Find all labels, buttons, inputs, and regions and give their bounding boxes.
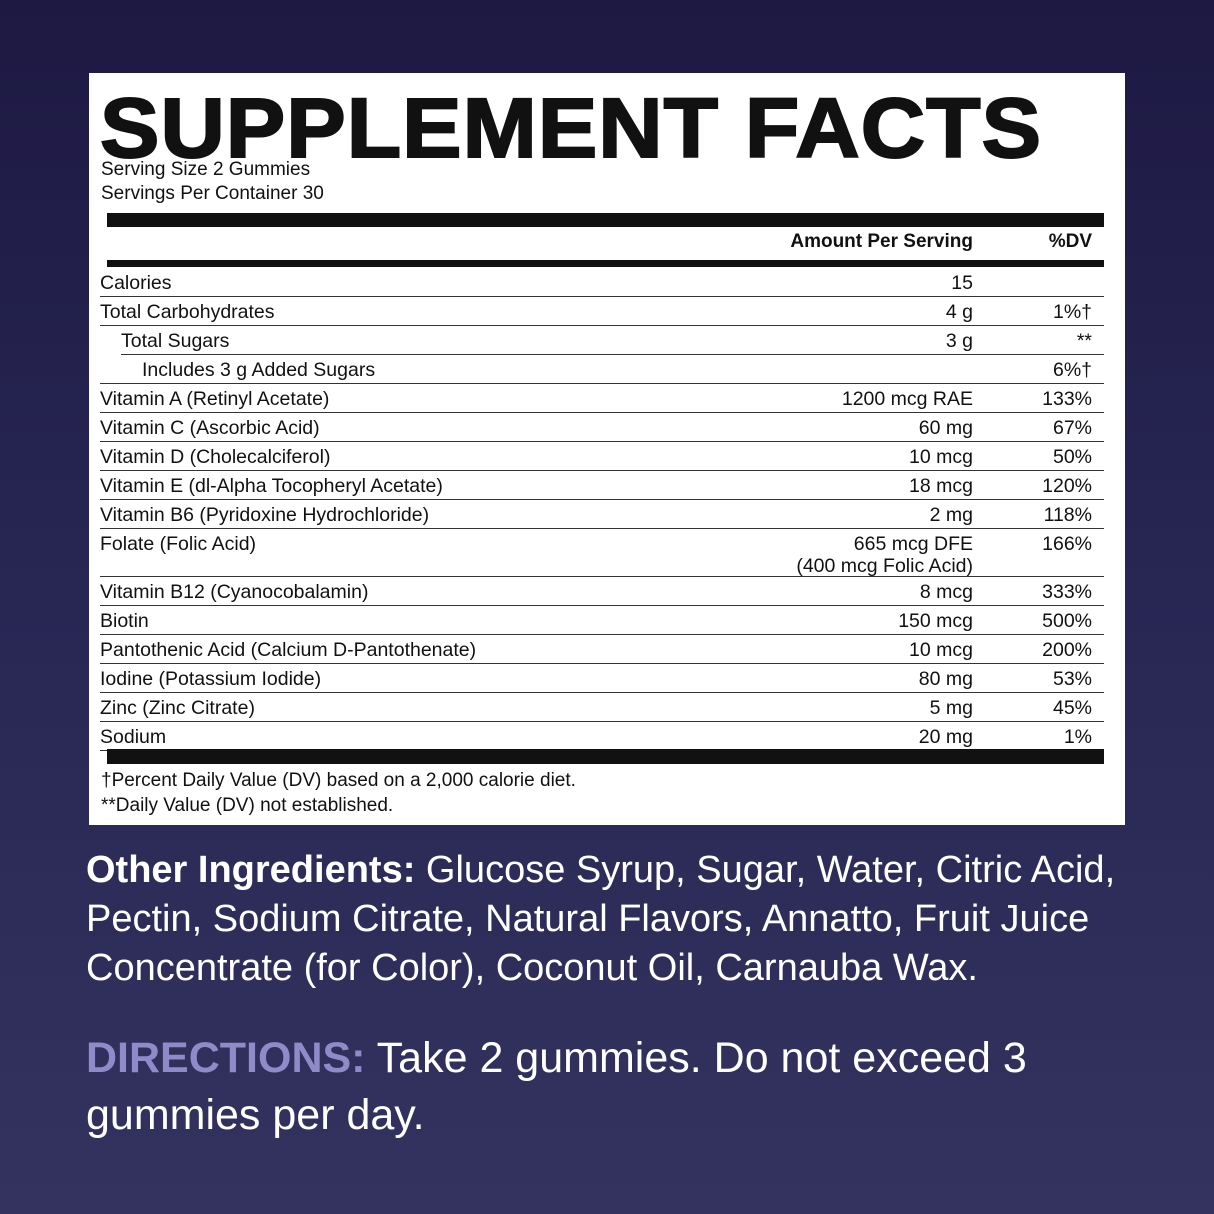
- other-ingredients-label: Other Ingredients:: [86, 849, 416, 891]
- nutrient-amount: 4 g: [946, 301, 973, 323]
- nutrient-dv: 333%: [1042, 581, 1092, 603]
- nutrient-row: Vitamin B6 (Pyridoxine Hydrochloride) 2 m…: [100, 500, 1104, 529]
- nutrient-dv: 120%: [1042, 475, 1092, 497]
- nutrient-dv: 45%: [1052, 697, 1092, 719]
- amount-value: 665 mcg DFE: [853, 533, 973, 555]
- nutrient-row: Zinc (Zinc Citrate) 5 mg 45%: [100, 693, 1104, 722]
- supplement-facts-panel: SUPPLEMENT FACTS Serving Size 2 Gummies …: [89, 73, 1125, 825]
- amount-value: 20 mg: [918, 726, 973, 748]
- nutrient-name: Pantothenic Acid (Calcium D-Pantothenate…: [100, 639, 477, 661]
- nutrient-dv: 1%: [1063, 726, 1092, 748]
- nutrient-name: Vitamin C (Ascorbic Acid): [100, 417, 320, 439]
- nutrient-row: Vitamin C (Ascorbic Acid) 60 mg 67%: [100, 413, 1104, 442]
- directions-text: Take 2 gummies. Do not exceed 3 gummies …: [86, 1034, 1027, 1139]
- nutrient-dv: 53%: [1052, 668, 1092, 690]
- serving-size: Serving Size 2 Gummies: [101, 159, 311, 180]
- amount-value: 10 mcg: [909, 446, 973, 468]
- nutrient-dv: 67%: [1052, 417, 1092, 439]
- amount-value: 80 mg: [918, 668, 973, 690]
- nutrient-table: Calories 15 Total Carbohydrates 4 g 1%† Total…: [100, 268, 1104, 751]
- nutrient-amount: 1200 mcg RAE: [842, 388, 973, 410]
- nutrient-dv: 500%: [1042, 610, 1092, 632]
- amount-header: Amount Per Serving: [790, 231, 973, 252]
- divider-medium: [107, 260, 1104, 267]
- nutrient-name: Zinc (Zinc Citrate): [100, 697, 255, 719]
- nutrient-row: Total Carbohydrates 4 g 1%†: [100, 297, 1104, 326]
- amount-value: 2 mg: [929, 504, 973, 526]
- nutrient-amount: 5 mg: [930, 697, 973, 719]
- divider-thick: [107, 213, 1104, 227]
- nutrient-amount: 80 mg: [919, 668, 973, 690]
- amount-value: 8 mcg: [919, 581, 973, 603]
- nutrient-name: Includes 3 g Added Sugars: [142, 359, 376, 381]
- nutrient-row: Iodine (Potassium Iodide) 80 mg 53%: [100, 664, 1104, 693]
- nutrient-row: Folate (Folic Acid) 665 mcg DFE (400 mcg F…: [100, 529, 1104, 577]
- nutrient-row: Vitamin E (dl-Alpha Tocopheryl Acetate) 1…: [100, 471, 1104, 500]
- nutrient-row: Pantothenic Acid (Calcium D-Pantothenate…: [100, 635, 1104, 664]
- nutrient-dv: 166%: [1042, 533, 1092, 555]
- nutrient-amount: 150 mcg: [898, 610, 973, 632]
- footnote-dv: †Percent Daily Value (DV) based on a 2,0…: [101, 770, 576, 791]
- nutrient-name: Biotin: [100, 610, 149, 632]
- nutrient-name: Folate (Folic Acid): [100, 533, 257, 555]
- nutrient-row: Total Sugars 3 g **: [121, 326, 1104, 355]
- nutrient-dv: 50%: [1052, 446, 1092, 468]
- nutrient-name: Iodine (Potassium Iodide): [100, 668, 322, 690]
- amount-value: 5 mg: [929, 697, 973, 719]
- nutrient-row: Includes 3 g Added Sugars 6%†: [100, 355, 1104, 384]
- nutrient-name: Sodium: [100, 726, 167, 748]
- nutrient-amount: 60 mg: [919, 417, 973, 439]
- nutrient-amount: 665 mcg DFE (400 mcg Folic Acid): [796, 533, 973, 577]
- nutrient-row: Vitamin A (Retinyl Acetate) 1200 mcg RAE 1…: [100, 384, 1104, 413]
- nutrient-dv: 133%: [1042, 388, 1092, 410]
- divider-bottom: [107, 749, 1104, 764]
- directions-label: DIRECTIONS:: [86, 1034, 366, 1082]
- amount-value: 1200 mcg RAE: [841, 388, 973, 410]
- nutrient-amount: 20 mg: [919, 726, 973, 748]
- nutrient-name: Total Sugars: [121, 330, 230, 352]
- other-ingredients-text: Glucose Syrup, Sugar, Water, Citric Acid…: [86, 849, 1116, 989]
- nutrient-amount: 18 mcg: [909, 475, 973, 497]
- amount-value: 60 mg: [918, 417, 973, 439]
- amount-value: 4 g: [945, 301, 973, 323]
- nutrient-amount: 2 mg: [930, 504, 973, 526]
- amount-value: 15: [951, 272, 973, 294]
- nutrient-dv: 1%†: [1052, 301, 1092, 323]
- amount-value: 10 mcg: [909, 639, 973, 661]
- nutrient-row: Vitamin D (Cholecalciferol) 10 mcg 50%: [100, 442, 1104, 471]
- panel-title: SUPPLEMENT FACTS: [99, 81, 1043, 175]
- nutrient-amount: 8 mcg: [920, 581, 973, 603]
- nutrient-amount: 10 mcg: [909, 639, 973, 661]
- nutrient-name: Vitamin B12 (Cyanocobalamin): [100, 581, 369, 603]
- other-ingredients: Other Ingredients: Glucose Syrup, Sugar,…: [86, 846, 1146, 993]
- amount-value: 18 mcg: [909, 475, 973, 497]
- nutrient-amount: 10 mcg: [909, 446, 973, 468]
- nutrient-name: Vitamin D (Cholecalciferol): [100, 446, 331, 468]
- nutrient-row: Biotin 150 mcg 500%: [100, 606, 1104, 635]
- nutrient-name: Vitamin B6 (Pyridoxine Hydrochloride): [100, 504, 430, 526]
- nutrient-name: Calories: [100, 272, 172, 294]
- nutrient-name: Vitamin A (Retinyl Acetate): [100, 388, 330, 410]
- dv-header: %DV: [1048, 231, 1092, 252]
- amount-detail: (400 mcg Folic Acid): [796, 555, 973, 577]
- nutrient-row: Sodium 20 mg 1%: [100, 722, 1104, 751]
- nutrient-dv: 6%†: [1052, 359, 1092, 381]
- nutrient-dv: 200%: [1042, 639, 1092, 661]
- nutrient-dv: 118%: [1043, 504, 1092, 526]
- nutrient-amount: 15: [951, 272, 973, 294]
- amount-value: 150 mcg: [898, 610, 973, 632]
- nutrient-amount: 3 g: [946, 330, 973, 352]
- nutrient-row: Vitamin B12 (Cyanocobalamin) 8 mcg 333%: [100, 577, 1104, 606]
- nutrient-name: Vitamin E (dl-Alpha Tocopheryl Acetate): [100, 475, 443, 497]
- servings-per-container: Servings Per Container 30: [101, 183, 324, 204]
- directions: DIRECTIONS: Take 2 gummies. Do not excee…: [86, 1030, 1146, 1144]
- footnote-not-established: **Daily Value (DV) not established.: [101, 795, 394, 816]
- nutrient-name: Total Carbohydrates: [100, 301, 275, 323]
- amount-value: 3 g: [945, 330, 973, 352]
- nutrient-row: Calories 15: [100, 268, 1104, 297]
- nutrient-dv: **: [1076, 330, 1092, 352]
